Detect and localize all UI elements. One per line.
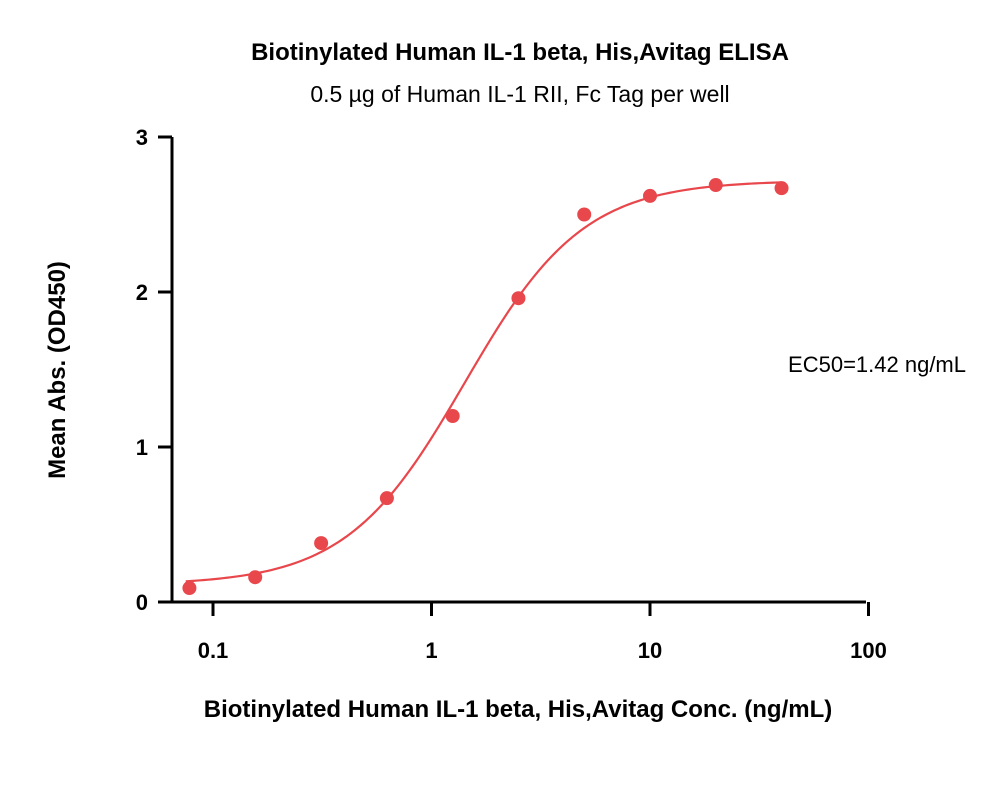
data-point (314, 536, 329, 551)
y-tick-label: 3 (136, 125, 148, 150)
data-point (643, 188, 657, 203)
x-tick-label: 1 (425, 638, 437, 663)
chart-title: Biotinylated Human IL-1 beta, His,Avitag… (251, 39, 789, 66)
x-axis-label: Biotinylated Human IL-1 beta, His,Avitag… (204, 696, 833, 723)
data-point (511, 291, 526, 306)
x-tick-label: 0.1 (198, 638, 229, 663)
axes (170, 137, 866, 604)
data-point (182, 581, 197, 596)
y-axis-label: Mean Abs. (OD450) (44, 261, 71, 479)
ec50-annotation: EC50=1.42 ng/mL (788, 352, 966, 377)
x-tick-label: 10 (638, 638, 662, 663)
data-points (182, 178, 789, 596)
data-point (708, 178, 723, 193)
data-point (379, 491, 394, 506)
chart-subtitle: 0.5 µg of Human IL-1 RII, Fc Tag per wel… (310, 81, 729, 107)
y-tick-label: 1 (136, 435, 148, 460)
data-point (248, 570, 263, 585)
data-point (445, 409, 460, 423)
data-point (774, 181, 789, 196)
fit-curve (185, 181, 782, 583)
ticks: 0.1 1 10 100 0 1 2 3 (136, 125, 887, 663)
x-tick-label: 100 (850, 638, 887, 663)
y-tick-label: 2 (136, 280, 148, 305)
data-point (577, 207, 592, 222)
y-tick-label: 0 (136, 590, 148, 615)
